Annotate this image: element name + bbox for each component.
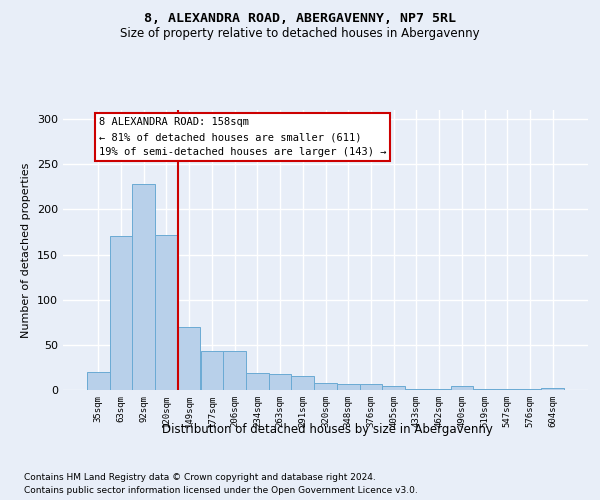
Bar bbox=[200, 351, 223, 390]
Bar bbox=[269, 374, 292, 390]
Bar bbox=[292, 376, 314, 390]
Text: Size of property relative to detached houses in Abergavenny: Size of property relative to detached ho… bbox=[120, 28, 480, 40]
Text: Contains HM Land Registry data © Crown copyright and database right 2024.: Contains HM Land Registry data © Crown c… bbox=[24, 472, 376, 482]
Bar bbox=[87, 372, 110, 390]
Text: 8, ALEXANDRA ROAD, ABERGAVENNY, NP7 5RL: 8, ALEXANDRA ROAD, ABERGAVENNY, NP7 5RL bbox=[144, 12, 456, 26]
Bar bbox=[110, 236, 133, 390]
Bar bbox=[496, 389, 518, 390]
Bar bbox=[155, 234, 178, 390]
Text: Contains public sector information licensed under the Open Government Licence v3: Contains public sector information licen… bbox=[24, 486, 418, 495]
Text: Distribution of detached houses by size in Abergavenny: Distribution of detached houses by size … bbox=[161, 422, 493, 436]
Bar bbox=[359, 384, 382, 390]
Bar bbox=[314, 383, 337, 390]
Bar bbox=[246, 373, 269, 390]
Y-axis label: Number of detached properties: Number of detached properties bbox=[22, 162, 31, 338]
Bar bbox=[337, 384, 359, 390]
Text: 8 ALEXANDRA ROAD: 158sqm
← 81% of detached houses are smaller (611)
19% of semi-: 8 ALEXANDRA ROAD: 158sqm ← 81% of detach… bbox=[98, 117, 386, 157]
Bar bbox=[518, 389, 541, 390]
Bar bbox=[178, 327, 200, 390]
Bar bbox=[541, 388, 564, 390]
Bar bbox=[382, 386, 405, 390]
Bar bbox=[223, 351, 246, 390]
Bar bbox=[133, 184, 155, 390]
Bar bbox=[405, 389, 428, 390]
Bar bbox=[451, 386, 473, 390]
Bar bbox=[428, 389, 451, 390]
Bar bbox=[473, 389, 496, 390]
